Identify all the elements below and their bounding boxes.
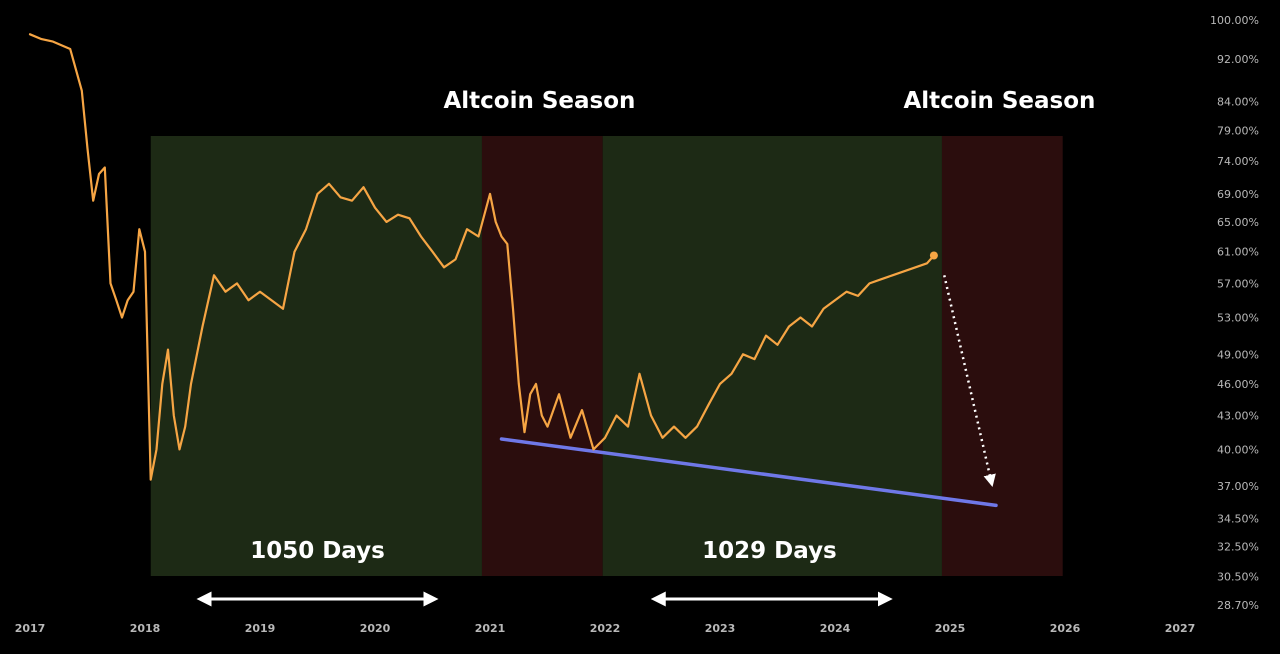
y-tick-label: 43.00%	[1217, 410, 1259, 423]
shaded-regions	[150, 136, 1063, 576]
trendline-layer	[499, 437, 998, 508]
y-tick-label: 53.00%	[1217, 312, 1259, 325]
x-tick-label: 2020	[360, 622, 391, 635]
y-tick-label: 79.00%	[1217, 124, 1259, 137]
y-tick-label: 28.70%	[1217, 599, 1259, 612]
annotations: Altcoin Season Altcoin Season 1050 Days 102…	[250, 88, 1095, 564]
y-tick-label: 49.00%	[1217, 348, 1259, 361]
y-tick-label: 69.00%	[1217, 188, 1259, 201]
y-tick-label: 46.00%	[1217, 378, 1259, 391]
shaded-region-3	[602, 136, 942, 576]
x-tick-label: 2018	[130, 622, 161, 635]
x-tick-label: 2022	[590, 622, 621, 635]
shaded-region-1	[150, 136, 482, 576]
series-layer	[28, 33, 938, 481]
shaded-region-4	[941, 136, 1063, 576]
x-tick-label: 2019	[245, 622, 276, 635]
y-tick-label: 74.00%	[1217, 155, 1259, 168]
x-tick-label: 2023	[705, 622, 736, 635]
y-tick-label: 61.00%	[1217, 246, 1259, 259]
altcoin-season-label-1: Altcoin Season	[443, 88, 635, 114]
y-tick-label: 84.00%	[1217, 96, 1259, 109]
y-axis: 100.00% 92.00% 84.00% 79.00% 74.00% 69.00% 65.…	[1210, 14, 1259, 612]
x-tick-label: 2027	[1165, 622, 1196, 635]
y-tick-label: 32.50%	[1217, 541, 1259, 554]
x-tick-label: 2024	[820, 622, 851, 635]
days-label-4: 1029 Days	[702, 538, 837, 564]
y-tick-label: 92.00%	[1217, 53, 1259, 66]
x-tick-label: 2025	[935, 622, 966, 635]
y-tick-label: 37.00%	[1217, 480, 1259, 493]
y-tick-label: 40.00%	[1217, 443, 1259, 456]
y-tick-label: 100.00%	[1210, 14, 1259, 27]
y-tick-label: 30.50%	[1217, 570, 1259, 583]
altcoin-season-label-2: Altcoin Season	[903, 88, 1095, 114]
x-axis: 2017 2018 2019 2020 2021 2022 2023 2024 2025 2026…	[15, 622, 1196, 635]
y-tick-label: 57.00%	[1217, 277, 1259, 290]
x-tick-label: 2021	[475, 622, 506, 635]
dominance-line	[28, 33, 935, 481]
x-tick-label: 2017	[15, 622, 46, 635]
range-arrows	[196, 275, 996, 607]
x-tick-label: 2026	[1050, 622, 1081, 635]
support-trendline	[499, 437, 998, 508]
shaded-region-2	[481, 136, 603, 576]
days-label-3: 1050 Days	[250, 538, 385, 564]
last-value-dot	[929, 251, 938, 260]
y-tick-label: 65.00%	[1217, 216, 1259, 229]
y-tick-label: 34.50%	[1217, 513, 1259, 526]
